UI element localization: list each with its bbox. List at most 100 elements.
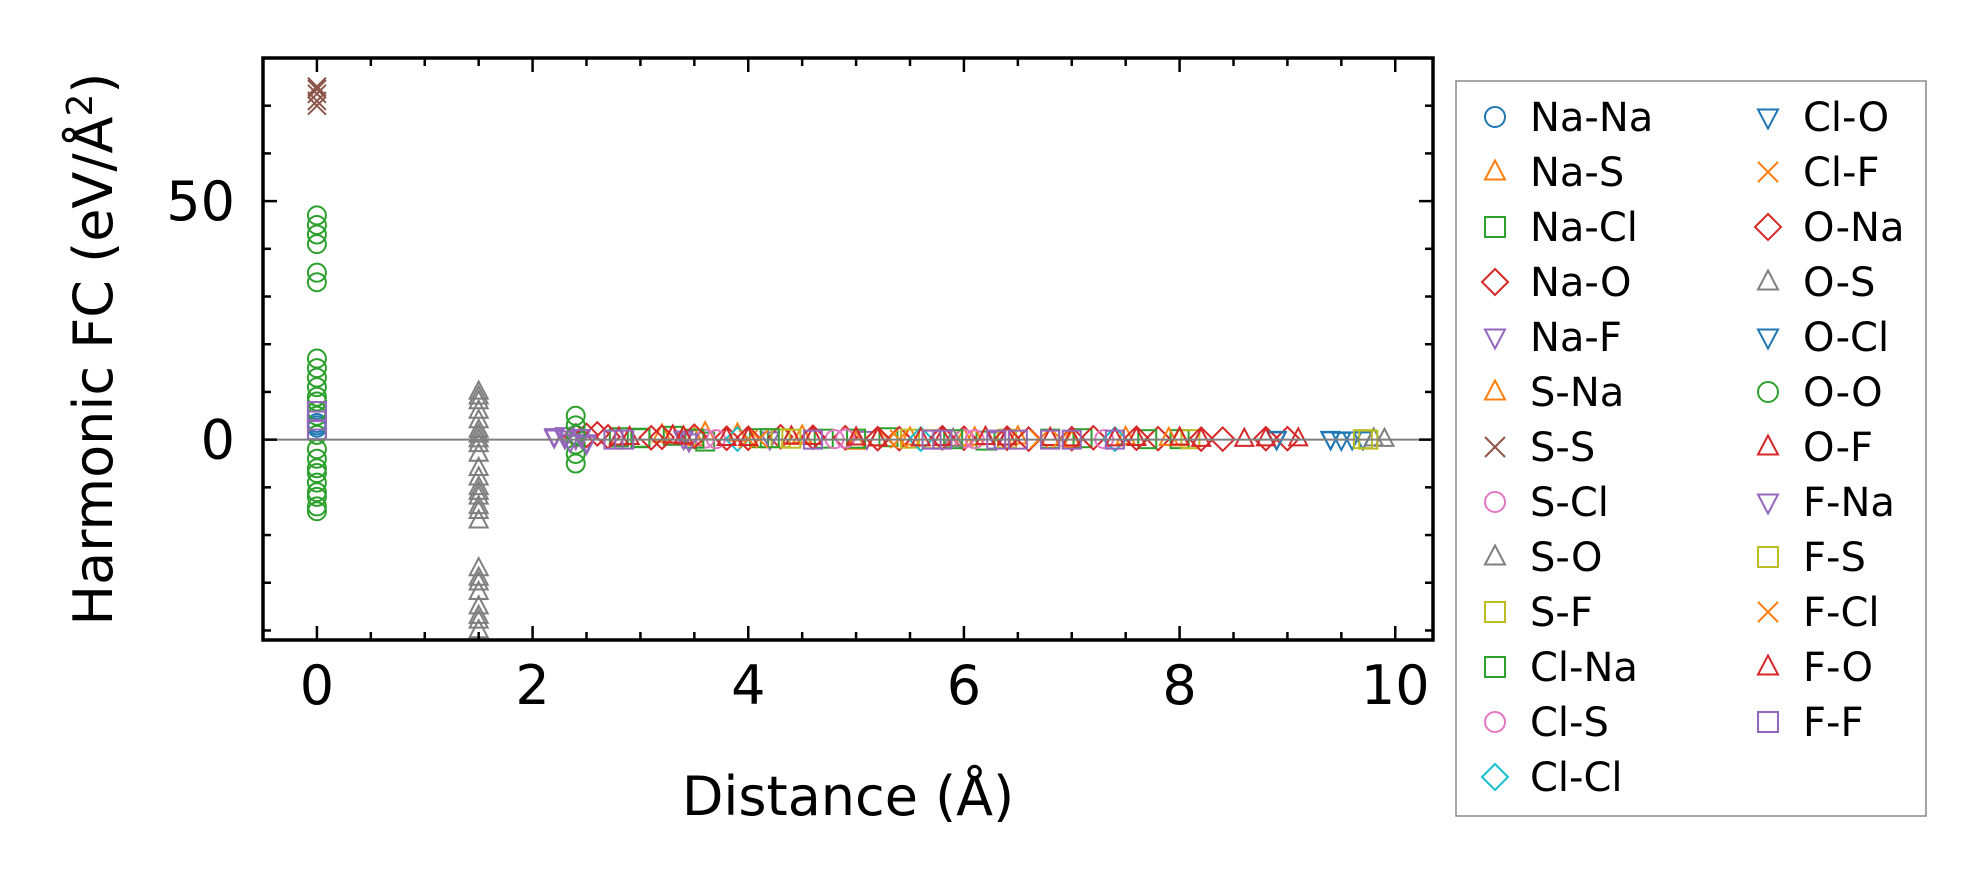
legend-marker — [1484, 656, 1506, 678]
data-point — [1341, 431, 1363, 452]
data-point — [468, 498, 490, 519]
legend-label: Cl-Cl — [1530, 755, 1623, 801]
legend-marker — [1756, 328, 1780, 351]
data-point — [468, 417, 490, 438]
legend-label: Na-O — [1530, 260, 1631, 306]
data-point — [306, 448, 327, 469]
x-tick-label: 0 — [300, 654, 334, 717]
data-point — [864, 425, 891, 452]
legend-marker — [1756, 108, 1780, 131]
series-o-o — [306, 205, 586, 522]
legend-label: S-Cl — [1530, 480, 1609, 526]
legend-label: S-Na — [1530, 370, 1624, 416]
legend-label: F-Cl — [1803, 590, 1879, 636]
data-point — [306, 458, 327, 479]
legend-marker — [1480, 762, 1510, 792]
data-point — [638, 424, 665, 451]
legend-label: Na-F — [1530, 315, 1622, 361]
legend-entry: F-O — [1756, 645, 1873, 691]
data-point — [468, 570, 490, 591]
data-point — [1158, 425, 1180, 446]
legend-marker — [1480, 267, 1510, 297]
legend-label: O-Cl — [1803, 315, 1889, 361]
data-point — [672, 424, 695, 445]
data-point — [468, 441, 490, 462]
legend-label: O-F — [1803, 425, 1873, 471]
legend-entry: S-Na — [1483, 370, 1624, 416]
x-tick-label: 2 — [515, 654, 549, 717]
legend-entry: O-F — [1756, 425, 1873, 471]
legend-marker — [1484, 601, 1506, 623]
data-point — [1330, 431, 1352, 453]
series-s-s — [307, 76, 327, 116]
data-point — [306, 463, 327, 484]
legend: Na-Na Na-S Na-Cl Na-O Na-F S-Na S-S S-Cl S-O S-F C… — [1455, 80, 1927, 817]
data-point — [468, 555, 490, 577]
legend-entry: S-Cl — [1484, 480, 1609, 526]
data-point — [306, 367, 327, 388]
legend-entry: Cl-O — [1756, 95, 1889, 141]
data-point — [974, 424, 997, 446]
data-point — [565, 443, 586, 464]
legend-marker — [1483, 378, 1507, 401]
data-point — [468, 484, 490, 505]
legend-marker — [1756, 268, 1780, 291]
y-tick-label: 50 — [166, 170, 235, 233]
data-point — [662, 423, 684, 444]
data-point — [565, 453, 586, 474]
legend-marker — [1484, 436, 1506, 458]
data-point — [1373, 426, 1396, 447]
data-point — [570, 429, 592, 450]
data-point — [1080, 424, 1107, 451]
data-point — [953, 426, 975, 447]
legend-marker — [1483, 543, 1507, 566]
series-f-o — [608, 424, 1277, 447]
data-point — [899, 425, 921, 446]
data-point — [306, 501, 327, 522]
legend-marker — [1484, 216, 1506, 238]
legend-entry: Cl-Na — [1484, 645, 1638, 691]
data-point — [1209, 426, 1236, 453]
legend-entry: Cl-S — [1484, 700, 1609, 746]
legend-label: S-O — [1530, 535, 1602, 581]
data-point — [306, 482, 327, 503]
legend-label: F-Na — [1803, 480, 1895, 526]
legend-label: Cl-Na — [1530, 645, 1638, 691]
legend-entry: F-F — [1757, 700, 1863, 746]
data-point — [996, 425, 1018, 446]
legend-entry: O-S — [1756, 260, 1875, 306]
legend-entry: F-Cl — [1757, 590, 1879, 636]
legend-marker — [1484, 106, 1506, 128]
y-axis-label-superscript: 2 — [60, 94, 101, 117]
data-point — [306, 272, 327, 293]
legend-label: O-S — [1803, 260, 1875, 306]
data-point — [306, 262, 327, 283]
data-point — [1125, 425, 1148, 446]
x-tick-label: 8 — [1162, 654, 1196, 717]
legend-marker — [1756, 433, 1780, 456]
legend-label: O-O — [1803, 370, 1883, 416]
data-point — [306, 234, 327, 255]
data-point — [630, 427, 651, 448]
data-point — [573, 422, 600, 449]
x-tick-label: 10 — [1361, 654, 1430, 717]
data-point — [845, 425, 867, 446]
legend-label: Cl-F — [1803, 150, 1879, 196]
data-point — [575, 435, 598, 456]
data-point — [468, 384, 490, 405]
data-points — [306, 76, 1396, 639]
data-point — [907, 426, 934, 453]
axis-ticks — [263, 58, 1433, 640]
data-point — [468, 608, 490, 629]
data-point — [468, 493, 490, 515]
data-point — [468, 431, 490, 453]
legend-marker — [1756, 493, 1780, 516]
data-point — [735, 425, 762, 452]
axis-tick-labels: 0 2 4 6 8 10 0 50 — [166, 170, 1429, 717]
data-point — [780, 424, 803, 445]
legend-label: F-F — [1803, 700, 1863, 746]
legend-marker — [1753, 212, 1783, 242]
data-point — [713, 425, 740, 452]
data-point — [306, 348, 327, 369]
